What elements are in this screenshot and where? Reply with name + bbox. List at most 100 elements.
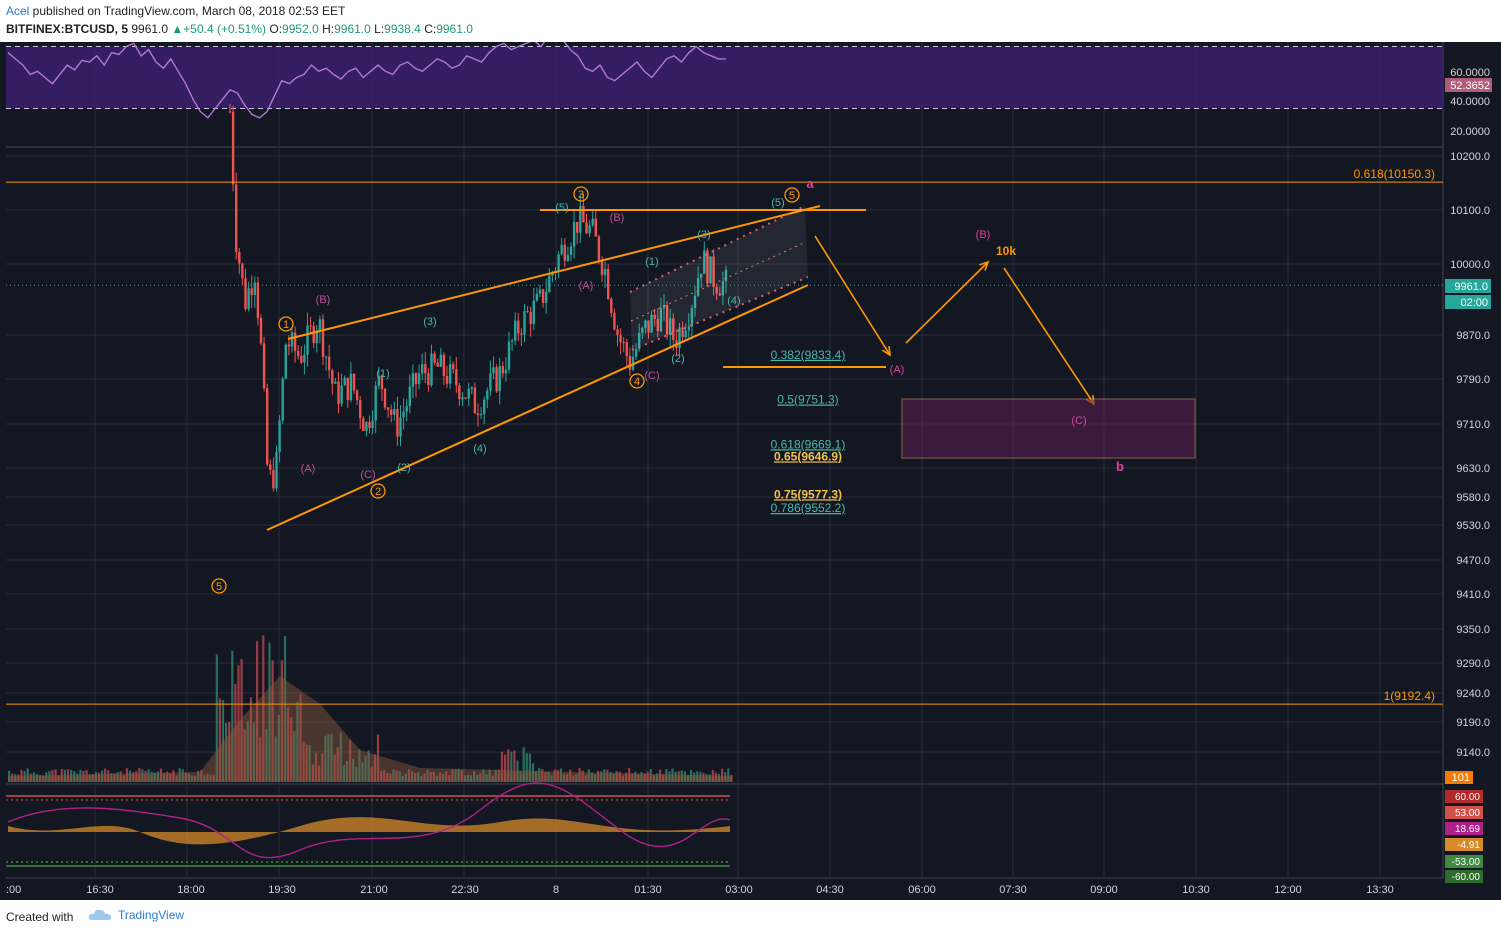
volume-bar	[528, 753, 531, 782]
candle-body	[696, 277, 700, 296]
volume-bar	[652, 775, 655, 782]
volume-bar	[497, 769, 500, 782]
candle-body	[507, 341, 511, 370]
rsi-value: 52.3652	[1450, 80, 1490, 92]
channel-fill	[630, 206, 808, 350]
price-chart[interactable]: 0.618(10150.3) 0.382(9833.4) 0.5(9751.3) 0.…	[0, 42, 1501, 900]
volume-bar	[683, 771, 686, 782]
macd-line	[7, 782, 731, 859]
candle-body	[383, 388, 387, 408]
corrective-wave-label: (A)	[301, 463, 316, 475]
volume-bar	[265, 728, 268, 782]
volume-bar	[79, 769, 82, 782]
volume-bar	[674, 771, 677, 782]
volume-bar	[445, 771, 448, 782]
open-label: O:	[269, 22, 283, 36]
tradingview-brand[interactable]: TradingView	[88, 908, 184, 922]
volume-bar	[361, 762, 364, 782]
candle-body	[306, 325, 309, 355]
volume-bar	[646, 771, 649, 782]
candle-body	[641, 327, 644, 333]
candle-body	[445, 376, 449, 384]
volume-bar	[373, 754, 376, 782]
volume-bar	[435, 775, 438, 782]
volume-bar	[556, 769, 559, 782]
corrective-wave-label: (B)	[610, 212, 625, 224]
rsi-tick: 20.0000	[1450, 126, 1490, 138]
candle-body	[247, 288, 250, 310]
volume-bar	[20, 769, 23, 782]
candle-body	[386, 407, 390, 410]
volume-bar	[686, 774, 690, 782]
volume-bar	[401, 775, 404, 782]
volume-bar	[11, 773, 14, 782]
candle-body	[231, 111, 235, 185]
price-tick: 9470.0	[1456, 555, 1490, 567]
wedge-lower-line	[266, 284, 809, 531]
candle-body	[343, 377, 346, 386]
volume-bar	[342, 765, 345, 782]
volume-value: 101	[1452, 772, 1470, 784]
volume-bar	[178, 768, 181, 782]
author-link[interactable]: Acel	[6, 4, 30, 18]
candle-body	[427, 373, 430, 386]
primary-wave-label: (4)	[473, 443, 486, 455]
candle-body	[681, 327, 684, 338]
volume-bar	[429, 772, 432, 782]
rsi-tick: 40.0000	[1450, 96, 1490, 108]
volume-bar	[339, 732, 342, 782]
volume-bar	[237, 665, 240, 782]
corrective-wave-label: (A)	[579, 280, 594, 292]
volume-bar	[597, 770, 600, 782]
volume-bar	[32, 772, 35, 782]
volume-bar	[345, 761, 349, 782]
candle-body	[365, 422, 368, 431]
candle-body	[514, 320, 517, 341]
candle-body	[659, 308, 663, 332]
volume-bar	[101, 770, 104, 782]
volume-bar	[535, 771, 538, 782]
volume-bar	[314, 752, 318, 782]
candle-body	[492, 367, 495, 374]
symbol-name[interactable]: BITFINEX:BTCUSD, 5	[6, 22, 129, 36]
volume-bar	[693, 772, 696, 782]
candle-body	[439, 354, 442, 367]
candle-body	[706, 250, 709, 284]
macd-pane	[6, 782, 731, 867]
candle-body	[278, 420, 281, 452]
volume-bar	[609, 772, 612, 782]
volume-bar	[73, 771, 76, 782]
candle-body	[498, 366, 501, 392]
volume-bar	[376, 734, 380, 782]
volume-bar	[538, 767, 541, 782]
candle-body	[532, 300, 535, 325]
volume-bar	[541, 769, 544, 782]
volume-bar	[587, 769, 590, 782]
volume-bar	[97, 772, 101, 782]
low-value: 9938.4	[384, 22, 421, 36]
volume-bar	[215, 654, 218, 782]
projection-arrow	[905, 261, 989, 344]
price-tick: 9790.0	[1456, 374, 1490, 386]
volume-bar	[451, 768, 454, 782]
candle-body	[557, 254, 560, 271]
volume-bar	[559, 768, 562, 782]
candle-body	[408, 386, 411, 406]
volume-bar	[119, 771, 122, 782]
volume-bar	[138, 768, 141, 782]
volume-bar	[66, 769, 70, 782]
price-tick: 9580.0	[1456, 492, 1490, 504]
candle-body	[442, 354, 446, 377]
volume-bar	[550, 775, 553, 782]
price-tick: 9350.0	[1456, 624, 1490, 636]
volume-bar	[283, 636, 287, 782]
corrective-wave-label: (C)	[360, 469, 375, 481]
volume-bar	[457, 768, 460, 782]
candle-body	[541, 289, 545, 303]
rsi-pane	[6, 42, 1443, 119]
candle-body	[603, 268, 607, 276]
macd-label: 18.69	[1455, 824, 1480, 835]
volume-bar	[51, 770, 54, 782]
volume-bar	[364, 755, 367, 782]
volume-bar	[469, 775, 473, 782]
